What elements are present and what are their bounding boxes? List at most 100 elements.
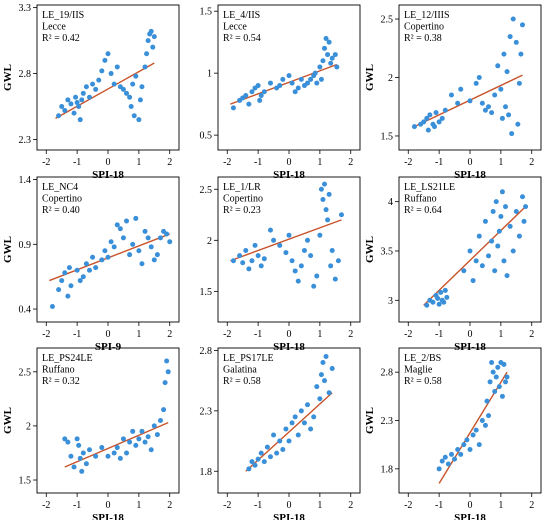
data-point (461, 442, 467, 448)
data-point (320, 360, 326, 365)
annotation-title: LE_4/IIS (223, 10, 260, 21)
y-tick-label: 1.5 (200, 7, 213, 18)
data-point (455, 100, 461, 106)
data-point (142, 64, 148, 70)
data-point (68, 101, 74, 107)
data-point (157, 418, 163, 423)
data-point (105, 51, 111, 57)
data-point (292, 414, 298, 420)
data-point (470, 432, 476, 438)
data-point (317, 232, 323, 238)
x-tick-label: 2 (529, 500, 534, 511)
data-point (503, 104, 508, 110)
data-point (142, 228, 148, 234)
y-tick-label: 2.3 (200, 406, 213, 417)
data-point (479, 418, 485, 423)
data-point (295, 278, 301, 284)
data-point (516, 80, 522, 86)
data-point (80, 274, 86, 280)
data-point (499, 393, 505, 399)
data-point (318, 372, 324, 378)
data-point (80, 450, 86, 456)
x-tick-label: -1 (254, 500, 262, 511)
data-point (258, 450, 264, 456)
data-point (137, 97, 143, 103)
data-point (246, 266, 252, 272)
data-point (257, 97, 263, 103)
x-tick-label: 2 (529, 157, 534, 168)
x-tick-label: 1 (317, 157, 322, 168)
data-point (499, 115, 505, 121)
data-point (154, 252, 160, 258)
data-point (498, 213, 504, 219)
data-point (495, 63, 501, 69)
data-point (503, 204, 508, 210)
x-tick-label: -1 (254, 329, 262, 340)
data-point (93, 265, 99, 271)
data-point (124, 90, 130, 96)
data-point (133, 215, 139, 221)
annotation-r2-label: R² = 0.32 (42, 376, 80, 387)
x-axis-label: SPI-18 (273, 341, 305, 353)
data-point (311, 414, 317, 420)
data-point (476, 233, 482, 239)
data-point (77, 455, 83, 461)
x-tick-label: -1 (435, 329, 443, 340)
data-point (482, 422, 488, 428)
annotation-title: LE_1/LR (223, 182, 261, 193)
data-point (473, 258, 479, 264)
data-point (249, 89, 255, 95)
data-point (59, 278, 65, 284)
data-point (329, 248, 335, 254)
y-tick-label: 3.5 (381, 246, 394, 257)
x-tick-label: 1 (498, 157, 503, 168)
data-point (308, 76, 314, 82)
data-point (120, 86, 126, 92)
data-point (498, 86, 504, 92)
data-point (76, 442, 82, 448)
data-point (283, 250, 289, 256)
data-point (164, 358, 170, 364)
data-point (90, 254, 96, 260)
data-point (258, 263, 264, 269)
data-point (108, 239, 114, 245)
data-point (298, 408, 304, 414)
data-point (65, 439, 71, 445)
data-point (499, 189, 505, 195)
data-point (442, 107, 448, 113)
x-tick-label: 0 (287, 157, 292, 168)
data-point (161, 407, 167, 413)
x-tick-label: 0 (468, 329, 473, 340)
data-point (96, 77, 102, 83)
data-point (271, 237, 277, 243)
data-point (479, 263, 485, 269)
y-tick-label: 1 (207, 69, 212, 80)
data-point (411, 124, 417, 130)
data-point (328, 263, 334, 269)
data-point (111, 244, 117, 250)
data-point (99, 445, 105, 451)
data-point (258, 92, 264, 98)
data-point (322, 378, 327, 384)
y-tick-label: 4 (388, 197, 393, 208)
data-point (312, 70, 318, 76)
y-tick-label: 1.8 (381, 464, 394, 475)
data-point (133, 442, 139, 448)
data-point (62, 436, 68, 442)
data-point (74, 436, 80, 442)
data-point (255, 456, 261, 462)
data-point (56, 287, 62, 293)
data-point (150, 44, 156, 50)
data-point (289, 258, 295, 264)
x-tick-label: 1 (317, 329, 322, 340)
x-tick-label: -2 (404, 329, 412, 340)
data-point (518, 51, 524, 57)
data-point (470, 278, 476, 284)
data-point (124, 218, 130, 224)
annotation-title: LE_PS17LE (223, 353, 274, 364)
data-point (292, 89, 298, 95)
data-point (240, 260, 246, 266)
data-point (65, 293, 71, 299)
data-point (66, 265, 72, 271)
